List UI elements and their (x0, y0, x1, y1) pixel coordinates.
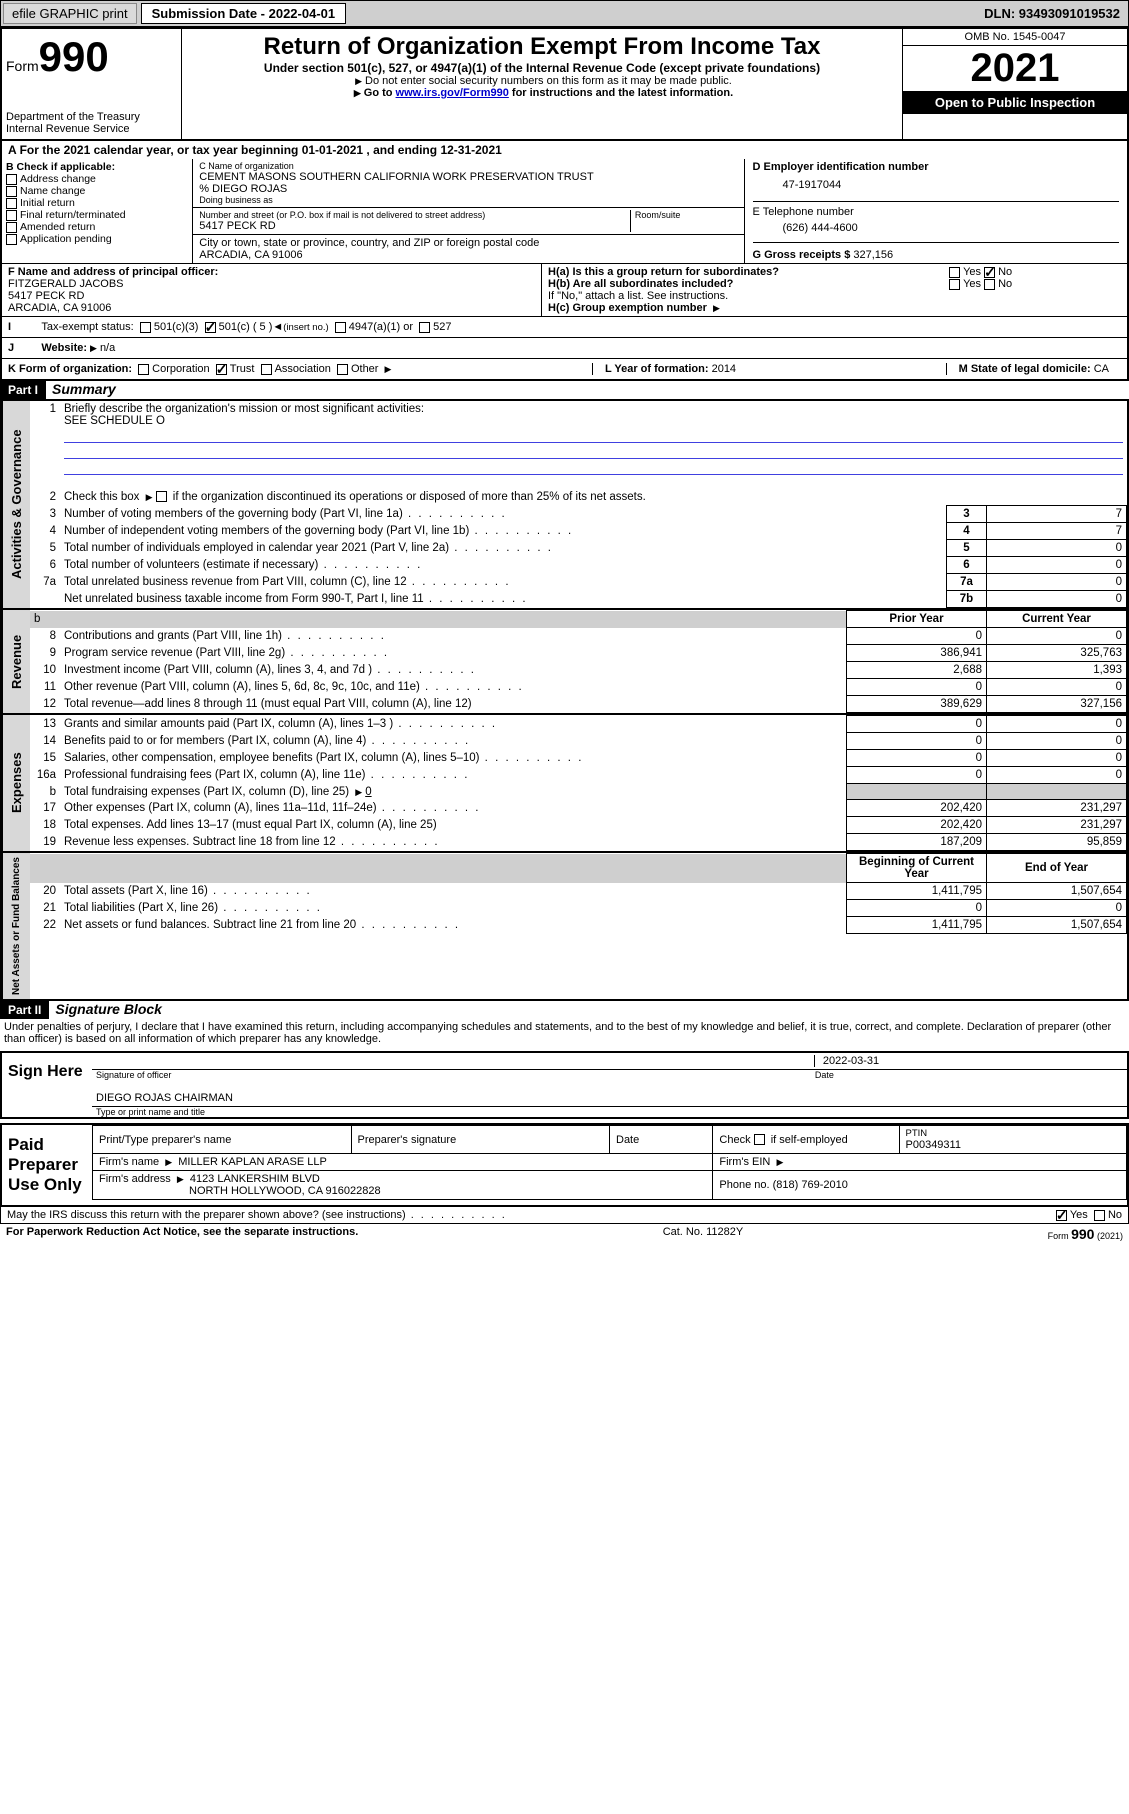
box-c: C Name of organizationCEMENT MASONS SOUT… (193, 159, 744, 263)
checkbox-association[interactable] (261, 364, 272, 375)
form-subtitle-3: Go to www.irs.gov/Form990 for instructio… (186, 87, 898, 99)
tab-net-assets: Net Assets or Fund Balances (2, 853, 30, 999)
city-address: ARCADIA, CA 91006 (199, 249, 737, 261)
line-6-value: 0 (987, 557, 1127, 574)
checkbox-hb-yes[interactable] (949, 279, 960, 290)
top-bar: efile GRAPHIC print Submission Date - 20… (0, 0, 1129, 27)
sign-date: 2022-03-31 (815, 1055, 879, 1067)
checkbox-address-change[interactable] (6, 174, 17, 185)
officer-sign-name: DIEGO ROJAS CHAIRMAN (96, 1092, 233, 1104)
checkbox-discuss-no[interactable] (1094, 1210, 1105, 1221)
sign-here-block: Sign Here 2022-03-31 Signature of office… (0, 1051, 1129, 1119)
form-header: Form990 Department of the Treasury Inter… (0, 27, 1129, 141)
tab-revenue: Revenue (2, 610, 30, 713)
irs-link[interactable]: www.irs.gov/Form990 (396, 87, 509, 99)
checkbox-527[interactable] (419, 322, 430, 333)
col-prior-year: Prior Year (847, 611, 987, 628)
ptin-value: P00349311 (906, 1139, 1121, 1151)
form-number: Form990 (6, 33, 177, 81)
checkbox-501c3[interactable] (140, 322, 151, 333)
form-subtitle-2: Do not enter social security numbers on … (186, 75, 898, 87)
line-a: A For the 2021 calendar year, or tax yea… (0, 141, 1129, 159)
website-value: n/a (100, 342, 115, 354)
line-3-value: 7 (987, 506, 1127, 523)
col-current-year: Current Year (987, 611, 1127, 628)
line-1: Briefly describe the organization's miss… (64, 403, 424, 415)
checkbox-self-employed[interactable] (754, 1134, 765, 1145)
open-public-badge: Open to Public Inspection (903, 91, 1127, 114)
submission-date: Submission Date - 2022-04-01 (141, 3, 347, 24)
care-of: % DIEGO ROJAS (199, 183, 737, 195)
checkbox-discuss-yes[interactable] (1056, 1210, 1067, 1221)
page-footer: For Paperwork Reduction Act Notice, see … (0, 1224, 1129, 1244)
entity-block: B Check if applicable: Address change Na… (0, 159, 1129, 264)
state-domicile: CA (1094, 363, 1109, 375)
paid-preparer-block: Paid Preparer Use Only Print/Type prepar… (0, 1123, 1129, 1207)
officer-street: 5417 PECK RD (8, 290, 535, 302)
firm-phone: (818) 769-2010 (773, 1179, 848, 1191)
checkbox-corporation[interactable] (138, 364, 149, 375)
may-discuss-row: May the IRS discuss this return with the… (0, 1207, 1129, 1224)
street-address: 5417 PECK RD (199, 220, 630, 232)
gross-receipts: 327,156 (853, 249, 893, 261)
checkbox-ha-no[interactable] (984, 267, 995, 278)
checkbox-name-change[interactable] (6, 186, 17, 197)
checkbox-trust[interactable] (216, 364, 227, 375)
line-1-value: SEE SCHEDULE O (64, 415, 165, 427)
firm-addr2: NORTH HOLLYWOOD, CA 916022828 (99, 1185, 381, 1197)
omb-number: OMB No. 1545-0047 (903, 29, 1127, 46)
org-name: CEMENT MASONS SOUTHERN CALIFORNIA WORK P… (199, 171, 737, 183)
checkbox-final-return[interactable] (6, 210, 17, 221)
part-ii-header: Part IISignature Block (0, 1001, 1129, 1019)
tax-year: 2021 (903, 46, 1127, 91)
tab-governance: Activities & Governance (2, 401, 30, 608)
line-7a-value: 0 (987, 574, 1127, 591)
paid-preparer-label: Paid Preparer Use Only (2, 1125, 92, 1205)
penalty-text: Under penalties of perjury, I declare th… (0, 1019, 1129, 1047)
ein-value: 47-1917044 (753, 173, 1120, 201)
firm-addr1: 4123 LANKERSHIM BLVD (190, 1173, 320, 1185)
col-boy: Beginning of Current Year (847, 854, 987, 883)
officer-name: FITZGERALD JACOBS (8, 278, 535, 290)
officer-city: ARCADIA, CA 91006 (8, 302, 535, 314)
efile-button[interactable]: efile GRAPHIC print (3, 3, 137, 24)
k-org-row: K Form of organization: Corporation Trus… (0, 358, 1129, 381)
year-formation: 2014 (712, 363, 736, 375)
dept-label: Department of the Treasury (6, 111, 177, 123)
tab-expenses: Expenses (2, 715, 30, 851)
line-4-value: 7 (987, 523, 1127, 540)
irs-label: Internal Revenue Service (6, 123, 177, 135)
dln-value: DLN: 93493091019532 (976, 4, 1128, 23)
h-note: If "No," attach a list. See instructions… (548, 290, 1121, 302)
row-f-h: F Name and address of principal officer:… (0, 264, 1129, 316)
box-b: B Check if applicable: Address change Na… (2, 159, 193, 263)
form-subtitle-1: Under section 501(c), 527, or 4947(a)(1)… (186, 61, 898, 75)
checkbox-application-pending[interactable] (6, 234, 17, 245)
checkbox-initial-return[interactable] (6, 198, 17, 209)
checkbox-other[interactable] (337, 364, 348, 375)
checkbox-501c[interactable] (205, 322, 216, 333)
website-row: J Website: n/a (0, 337, 1129, 358)
form-title: Return of Organization Exempt From Incom… (186, 33, 898, 61)
col-eoy: End of Year (987, 854, 1127, 883)
sign-here-label: Sign Here (2, 1053, 92, 1117)
box-d-e-g: D Employer identification number 47-1917… (745, 159, 1128, 263)
line-5-value: 0 (987, 540, 1127, 557)
checkbox-4947[interactable] (335, 322, 346, 333)
checkbox-discontinued[interactable] (156, 491, 167, 502)
checkbox-amended-return[interactable] (6, 222, 17, 233)
part-i-header: Part ISummary (0, 381, 1129, 399)
checkbox-hb-no[interactable] (984, 279, 995, 290)
checkbox-ha-yes[interactable] (949, 267, 960, 278)
phone-value: (626) 444-4600 (753, 218, 1120, 242)
firm-name: MILLER KAPLAN ARASE LLP (178, 1156, 327, 1168)
line-7b-value: 0 (987, 591, 1127, 608)
tax-exempt-status: I Tax-exempt status: 501(c)(3) 501(c) ( … (0, 316, 1129, 337)
